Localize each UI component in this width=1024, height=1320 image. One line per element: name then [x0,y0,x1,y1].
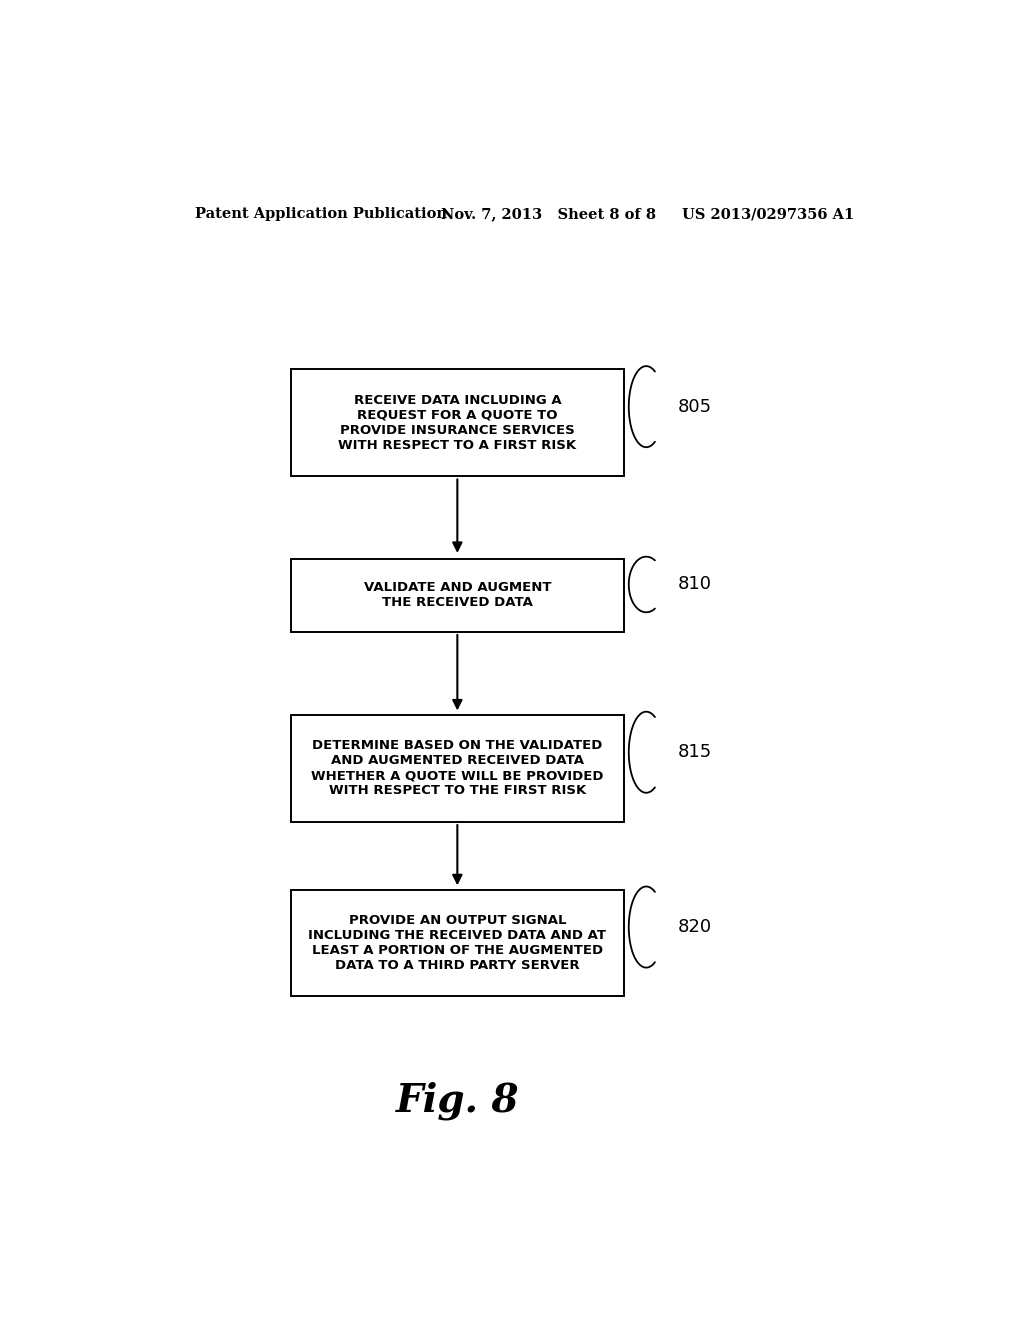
Text: US 2013/0297356 A1: US 2013/0297356 A1 [682,207,854,222]
Text: 805: 805 [678,397,712,416]
Text: Nov. 7, 2013   Sheet 8 of 8: Nov. 7, 2013 Sheet 8 of 8 [441,207,656,222]
FancyBboxPatch shape [291,370,624,477]
Text: Patent Application Publication: Patent Application Publication [196,207,447,222]
Text: PROVIDE AN OUTPUT SIGNAL
INCLUDING THE RECEIVED DATA AND AT
LEAST A PORTION OF T: PROVIDE AN OUTPUT SIGNAL INCLUDING THE R… [308,913,606,972]
FancyBboxPatch shape [291,890,624,997]
Text: Fig. 8: Fig. 8 [395,1081,519,1119]
FancyBboxPatch shape [291,715,624,821]
Text: RECEIVE DATA INCLUDING A
REQUEST FOR A QUOTE TO
PROVIDE INSURANCE SERVICES
WITH : RECEIVE DATA INCLUDING A REQUEST FOR A Q… [338,393,577,451]
Text: 810: 810 [678,576,712,594]
FancyBboxPatch shape [291,558,624,632]
Text: 815: 815 [678,743,713,762]
Text: VALIDATE AND AUGMENT
THE RECEIVED DATA: VALIDATE AND AUGMENT THE RECEIVED DATA [364,581,551,610]
Text: 820: 820 [678,917,712,936]
Text: DETERMINE BASED ON THE VALIDATED
AND AUGMENTED RECEIVED DATA
WHETHER A QUOTE WIL: DETERMINE BASED ON THE VALIDATED AND AUG… [311,739,603,797]
